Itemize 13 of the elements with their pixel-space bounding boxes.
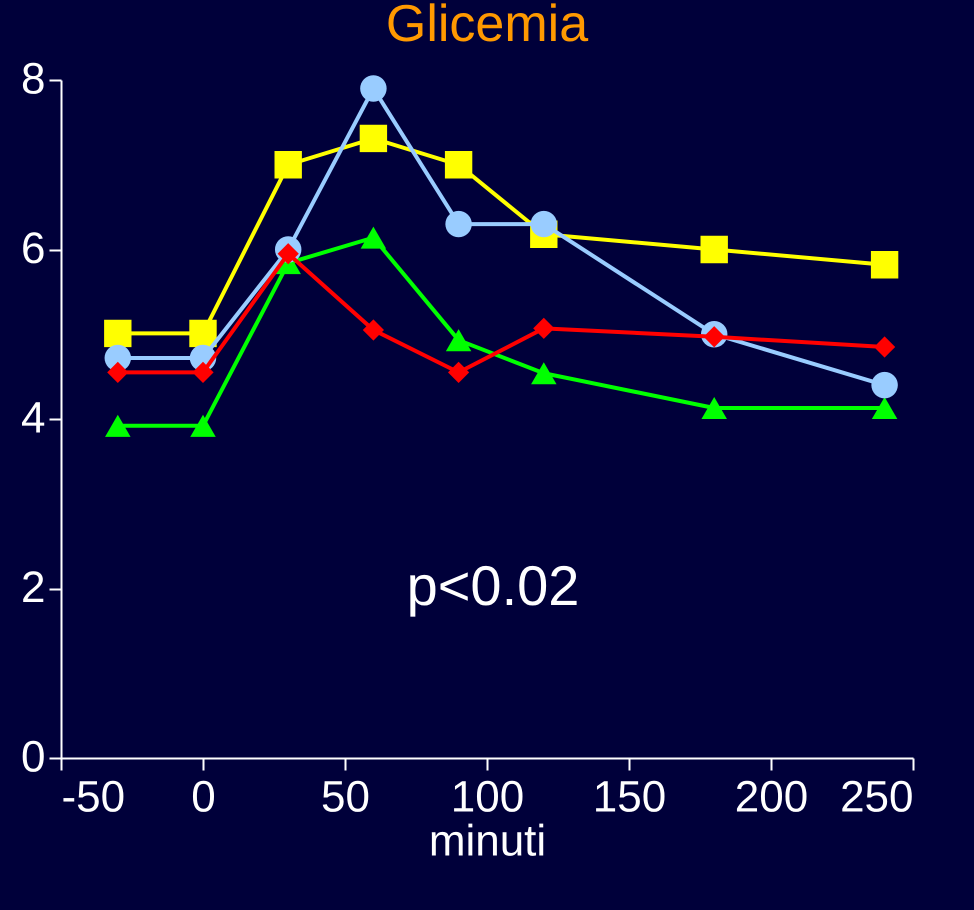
x-tick-label: 200 — [734, 772, 808, 822]
y-tick-label: 4 — [21, 394, 46, 442]
x-tick-label: 0 — [191, 772, 216, 822]
x-tick-label: 150 — [592, 772, 666, 822]
x-tick-label: -50 — [62, 772, 126, 822]
y-tick-label: 8 — [21, 54, 46, 104]
x-tick-label: 50 — [321, 772, 370, 822]
chart-title: Glicemia — [386, 0, 588, 53]
annotation: p<0.02 — [406, 554, 580, 617]
y-tick-label: 2 — [21, 563, 46, 612]
x-tick-label: 250 — [840, 772, 914, 822]
y-tick-label: 6 — [21, 224, 46, 273]
y-tick-label: 0 — [21, 732, 46, 782]
